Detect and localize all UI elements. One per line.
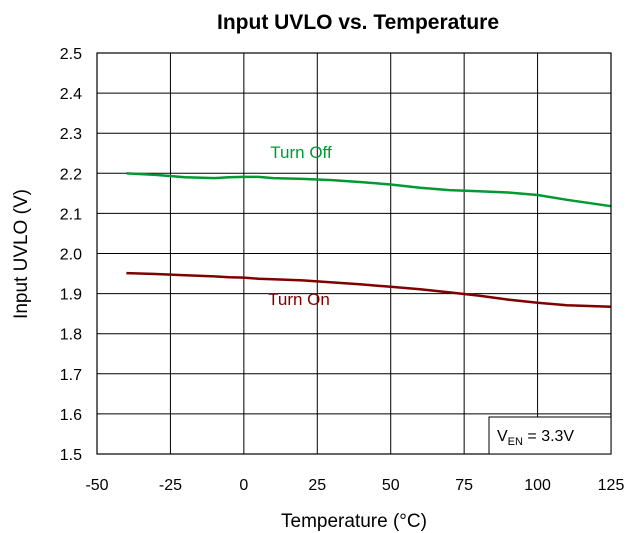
x-tick-label: 100 (524, 477, 551, 494)
x-tick-label: 75 (455, 477, 473, 494)
plot-frame (96, 52, 612, 455)
series-line-turn-on (126, 271, 612, 309)
y-tick-label: 1.8 (60, 327, 82, 344)
y-tick-label: 1.6 (60, 407, 82, 424)
y-tick-label: 1.7 (60, 367, 82, 384)
x-tick-label: -25 (159, 477, 182, 494)
chart-title: Input UVLO vs. Temperature (217, 11, 499, 34)
series-label-turn-on: Turn On (268, 290, 330, 309)
x-tick-label: 25 (308, 477, 326, 494)
y-tick-label: 2.3 (60, 126, 82, 143)
series-group (126, 172, 612, 309)
x-tick-labels: -50 -25 0 25 50 75 100 125 (85, 477, 624, 494)
y-tick-label: 2.1 (60, 206, 82, 223)
series-line-turn-off (126, 172, 612, 208)
x-tick-label: 50 (382, 477, 400, 494)
x-tick-label: -50 (85, 477, 108, 494)
note-subscript: EN (508, 436, 523, 448)
y-tick-label: 1.9 (60, 287, 82, 304)
series-label-turn-off: Turn Off (270, 143, 332, 162)
y-tick-label: 2.5 (60, 46, 82, 63)
conditions-note: VEN = 3.3V (488, 416, 612, 455)
series-labels: Turn Off Turn On (268, 143, 332, 309)
y-axis-label: Input UVLO (V) (11, 189, 32, 319)
y-tick-label: 2.4 (60, 86, 82, 103)
conditions-note-text: VEN = 3.3V (497, 428, 574, 448)
y-tick-label: 1.5 (60, 447, 82, 464)
y-tick-labels: 1.5 1.6 1.7 1.8 1.9 2.0 2.1 2.2 2.3 2.4 2.5 (60, 46, 82, 464)
note-value: = 3.3V (523, 428, 574, 445)
y-tick-label: 2.2 (60, 166, 82, 183)
x-axis-label: Temperature (°C) (281, 511, 427, 532)
grid (96, 52, 612, 455)
conditions-note-box (488, 416, 612, 455)
note-main: V (497, 428, 508, 445)
x-tick-label: 0 (239, 477, 248, 494)
y-tick-label: 2.0 (60, 247, 82, 264)
x-tick-label: 125 (598, 477, 625, 494)
